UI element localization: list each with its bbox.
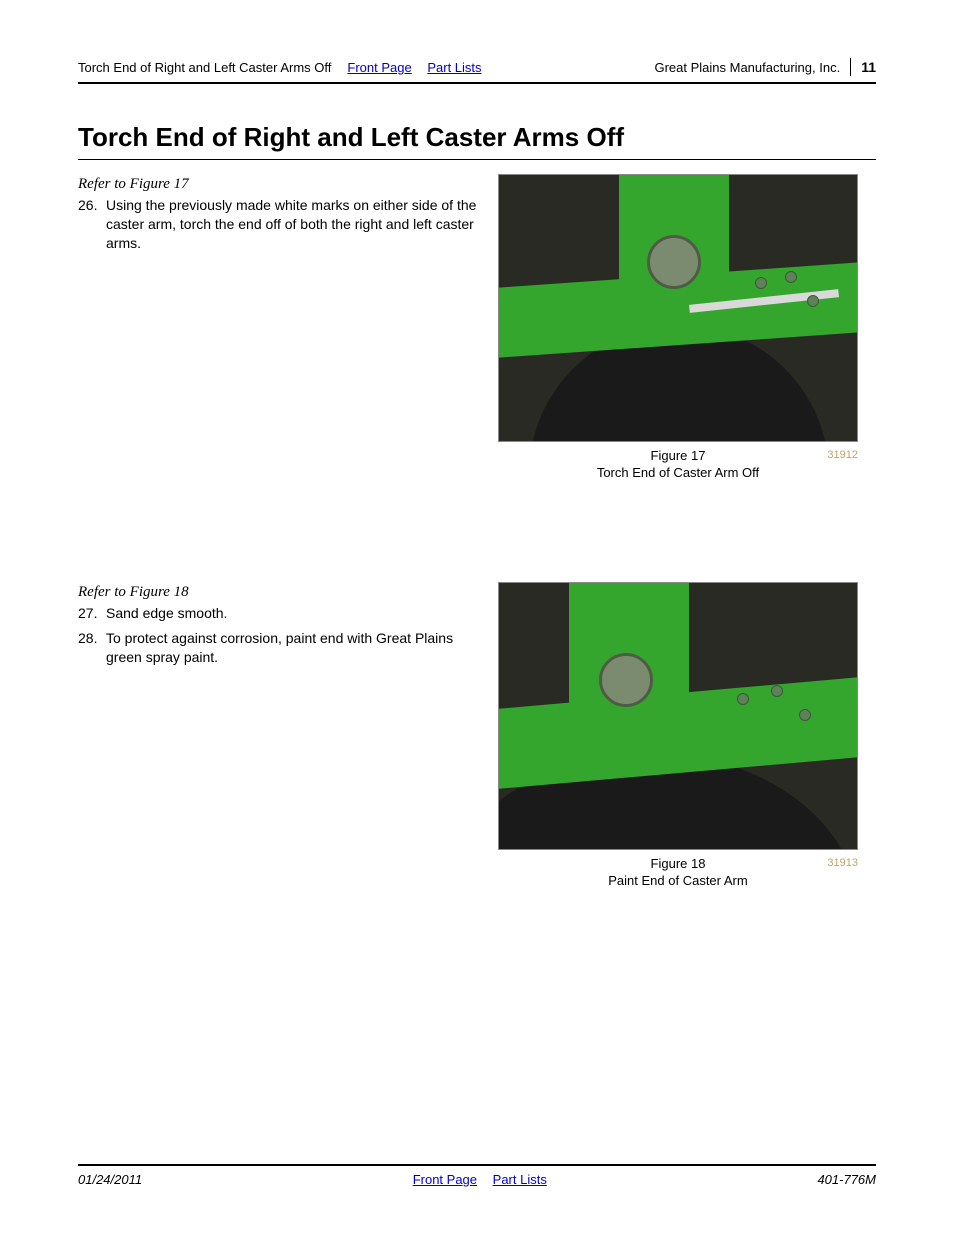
section1-text: Refer to Figure 17 26. Using the previou… xyxy=(78,174,478,482)
section2-text: Refer to Figure 18 27. Sand edge smooth.… xyxy=(78,582,478,890)
figure-17-image xyxy=(498,174,858,442)
step-28-num: 28. xyxy=(78,629,106,667)
page-title: Torch End of Right and Left Caster Arms … xyxy=(78,122,876,153)
step-27-num: 27. xyxy=(78,604,106,623)
footer-links: Front Page Part Lists xyxy=(142,1172,817,1187)
figure-17-label: Figure 17 xyxy=(498,448,858,465)
section-figure-18: Refer to Figure 18 27. Sand edge smooth.… xyxy=(78,582,876,890)
header-link-front[interactable]: Front Page xyxy=(347,60,411,75)
figure-17-caption-text: Torch End of Caster Arm Off xyxy=(498,465,858,482)
step-28-text: To protect against corrosion, paint end … xyxy=(106,629,478,667)
page-header: Torch End of Right and Left Caster Arms … xyxy=(78,58,876,76)
step-28: 28. To protect against corrosion, paint … xyxy=(78,629,478,667)
header-right: Great Plains Manufacturing, Inc. 11 xyxy=(654,58,876,76)
figure-18-image xyxy=(498,582,858,850)
refer-figure-17: Refer to Figure 17 xyxy=(78,174,478,194)
section2-figure: Figure 18 Paint End of Caster Arm 31913 xyxy=(498,582,876,890)
step-26: 26. Using the previously made white mark… xyxy=(78,196,478,253)
figure-18-caption-text: Paint End of Caster Arm xyxy=(498,873,858,890)
header-section-title: Torch End of Right and Left Caster Arms … xyxy=(78,60,331,75)
footer-doc: 401-776M xyxy=(817,1172,876,1187)
step-27-text: Sand edge smooth. xyxy=(106,604,478,623)
figure-18-caption: Figure 18 Paint End of Caster Arm 31913 xyxy=(498,856,858,890)
footer-link-front[interactable]: Front Page xyxy=(413,1172,477,1187)
footer-link-parts[interactable]: Part Lists xyxy=(493,1172,547,1187)
step-26-text: Using the previously made white marks on… xyxy=(106,196,478,253)
step-27: 27. Sand edge smooth. xyxy=(78,604,478,623)
header-company: Great Plains Manufacturing, Inc. xyxy=(654,60,840,75)
step-26-num: 26. xyxy=(78,196,106,253)
figure-18-id: 31913 xyxy=(827,856,858,870)
section-figure-17: Refer to Figure 17 26. Using the previou… xyxy=(78,174,876,482)
section1-figure: Figure 17 Torch End of Caster Arm Off 31… xyxy=(498,174,876,482)
header-rule xyxy=(78,82,876,84)
page-footer: 01/24/2011 Front Page Part Lists 401-776… xyxy=(78,1158,876,1187)
figure-17-caption: Figure 17 Torch End of Caster Arm Off 31… xyxy=(498,448,858,482)
page-number: 11 xyxy=(861,59,876,75)
figure-18-label: Figure 18 xyxy=(498,856,858,873)
header-divider xyxy=(850,58,851,76)
footer-date: 01/24/2011 xyxy=(78,1172,142,1187)
figure-17-id: 31912 xyxy=(827,448,858,462)
header-links: Front Page Part Lists xyxy=(347,60,493,75)
refer-figure-18: Refer to Figure 18 xyxy=(78,582,478,602)
header-link-parts[interactable]: Part Lists xyxy=(427,60,481,75)
footer-rule xyxy=(78,1164,876,1166)
title-rule xyxy=(78,159,876,160)
